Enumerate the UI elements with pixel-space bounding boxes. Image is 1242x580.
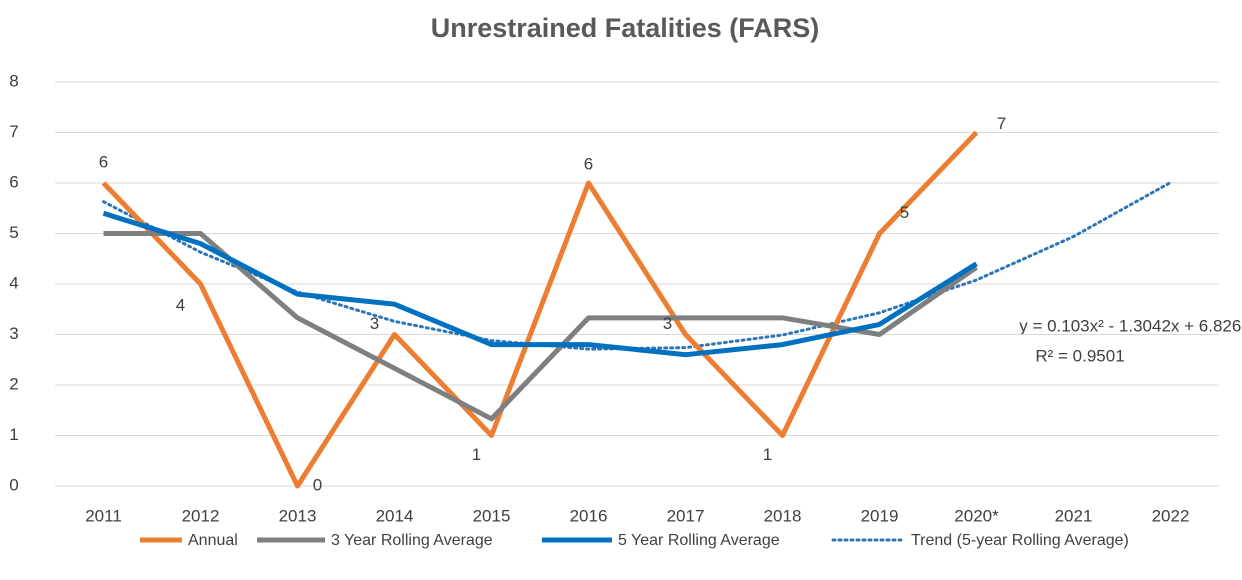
series-line bbox=[102, 180, 1172, 351]
data-label: 4 bbox=[176, 295, 185, 314]
data-label: 0 bbox=[313, 475, 322, 494]
data-label: 5 bbox=[900, 203, 909, 222]
x-tick-label: 2021 bbox=[1055, 506, 1093, 525]
series-line bbox=[102, 210, 978, 358]
x-tick-label: 2011 bbox=[85, 506, 122, 525]
y-tick-label: 4 bbox=[9, 273, 18, 292]
data-label: 1 bbox=[763, 445, 772, 464]
data-label: 6 bbox=[584, 154, 593, 173]
legend-label: Annual bbox=[188, 532, 238, 549]
data-label: 6 bbox=[99, 152, 108, 171]
chart-title: Unrestrained Fatalities (FARS) bbox=[431, 13, 820, 43]
legend-label: 3 Year Rolling Average bbox=[331, 532, 493, 549]
y-tick-label: 1 bbox=[9, 425, 18, 444]
series-line bbox=[103, 231, 978, 422]
y-tick-label: 3 bbox=[9, 324, 18, 343]
y-tick-label: 6 bbox=[9, 172, 18, 191]
x-tick-label: 2015 bbox=[473, 506, 511, 525]
data-label: 7 bbox=[997, 114, 1006, 133]
trend-equation: y = 0.103x² - 1.3042x + 6.8267 bbox=[1019, 316, 1242, 335]
y-tick-label: 5 bbox=[9, 223, 18, 242]
data-label: 1 bbox=[472, 445, 481, 464]
x-tick-label: 2016 bbox=[570, 506, 608, 525]
x-tick-label: 2020* bbox=[954, 506, 999, 525]
data-label: 3 bbox=[370, 314, 379, 333]
y-tick-label: 2 bbox=[9, 374, 18, 393]
x-tick-label: 2017 bbox=[667, 506, 705, 525]
trend-r-squared: R² = 0.9501 bbox=[1035, 346, 1124, 365]
legend-label: Trend (5-year Rolling Average) bbox=[911, 532, 1129, 549]
legend-label: 5 Year Rolling Average bbox=[618, 532, 780, 549]
x-tick-label: 2012 bbox=[182, 506, 220, 525]
x-tick-label: 2018 bbox=[764, 506, 802, 525]
y-tick-label: 7 bbox=[9, 122, 18, 141]
y-tick-label: 0 bbox=[9, 475, 18, 494]
y-tick-label: 8 bbox=[9, 71, 18, 90]
x-tick-label: 2013 bbox=[279, 506, 317, 525]
x-tick-label: 2019 bbox=[861, 506, 899, 525]
x-tick-label: 2014 bbox=[376, 506, 414, 525]
x-tick-label: 2022 bbox=[1152, 506, 1190, 525]
data-label: 3 bbox=[663, 314, 672, 333]
series-line bbox=[101, 130, 979, 489]
